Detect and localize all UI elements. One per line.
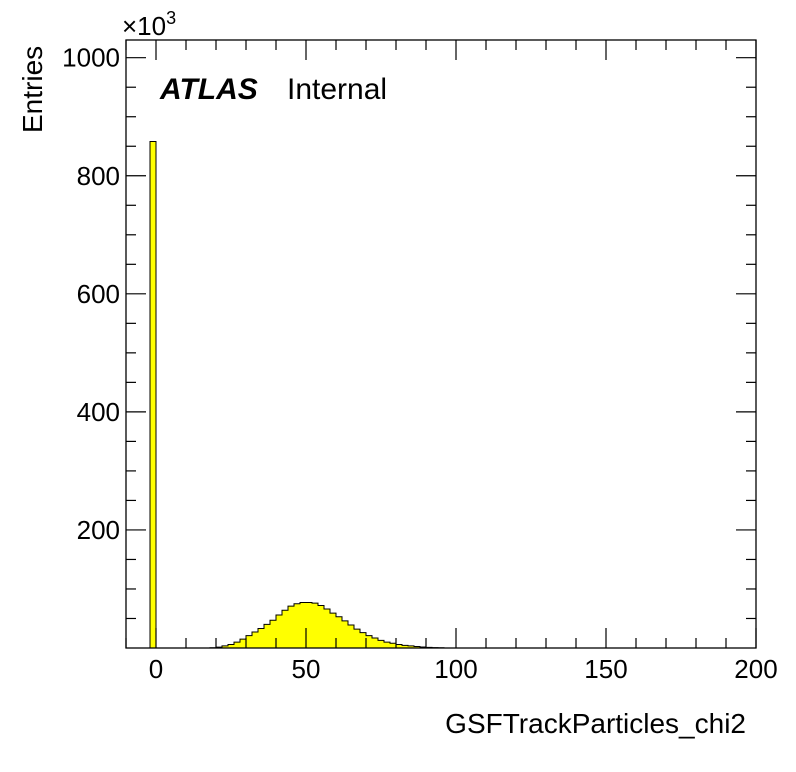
histogram-bar	[318, 605, 324, 648]
histogram-bar	[336, 616, 342, 648]
histogram-bar	[258, 628, 264, 648]
histogram-bar	[222, 645, 228, 648]
histogram-bar	[396, 644, 402, 648]
histogram-outline	[149, 141, 445, 649]
histogram-bar	[408, 645, 414, 648]
histogram-bar	[378, 640, 384, 648]
y-exponent-label: ×103	[122, 8, 176, 41]
y-tick-label: 200	[77, 515, 120, 545]
histogram-bar	[246, 635, 252, 648]
x-tick-label: 200	[734, 654, 777, 684]
y-axis-title: Entries	[17, 46, 48, 133]
histogram-bar	[402, 645, 408, 648]
histogram-bars	[149, 141, 445, 649]
histogram-bar	[342, 620, 348, 648]
histogram-bar	[240, 639, 246, 648]
histogram-bar	[300, 602, 306, 648]
histogram-bar	[372, 637, 378, 648]
histogram-bar	[312, 603, 318, 648]
x-tick-label: 0	[149, 654, 163, 684]
histogram-bar	[234, 642, 240, 648]
histogram-bar	[324, 609, 330, 648]
y-tick-label: 400	[77, 397, 120, 427]
x-axis-title: GSFTrackParticles_chi2	[445, 708, 746, 739]
y-tick-label: 1000	[62, 43, 120, 73]
histogram-bar	[390, 643, 396, 648]
atlas-label: ATLAS	[159, 73, 258, 106]
x-tick-label: 150	[584, 654, 627, 684]
histogram-bar	[414, 646, 420, 648]
histogram-bar	[294, 603, 300, 648]
histogram-bar	[282, 610, 288, 648]
histogram-bar	[330, 613, 336, 648]
x-tick-label: 50	[292, 654, 321, 684]
histogram-bar	[264, 624, 270, 648]
x-tick-labels: 0 50 100 150 200	[149, 654, 778, 684]
y-tick-label: 600	[77, 279, 120, 309]
y-tick-labels: 200 400 600 800 1000	[62, 43, 120, 545]
histogram-bar	[384, 642, 390, 648]
histogram-bar	[348, 624, 354, 648]
histogram-bar	[288, 606, 294, 648]
x-tick-label: 100	[434, 654, 477, 684]
internal-label: Internal	[287, 73, 387, 106]
axis-ticks	[125, 40, 757, 648]
histogram-bar	[228, 644, 234, 648]
histogram-bar	[276, 614, 282, 648]
y-tick-label: 800	[77, 161, 120, 191]
histogram-bar	[252, 632, 258, 648]
histogram-bar	[150, 141, 156, 648]
plot-frame	[125, 39, 757, 649]
histogram-bar	[366, 635, 372, 648]
histogram-bar	[360, 632, 366, 648]
histogram-bar	[354, 629, 360, 648]
histogram-bar	[306, 602, 312, 648]
histogram-bar	[270, 620, 276, 648]
